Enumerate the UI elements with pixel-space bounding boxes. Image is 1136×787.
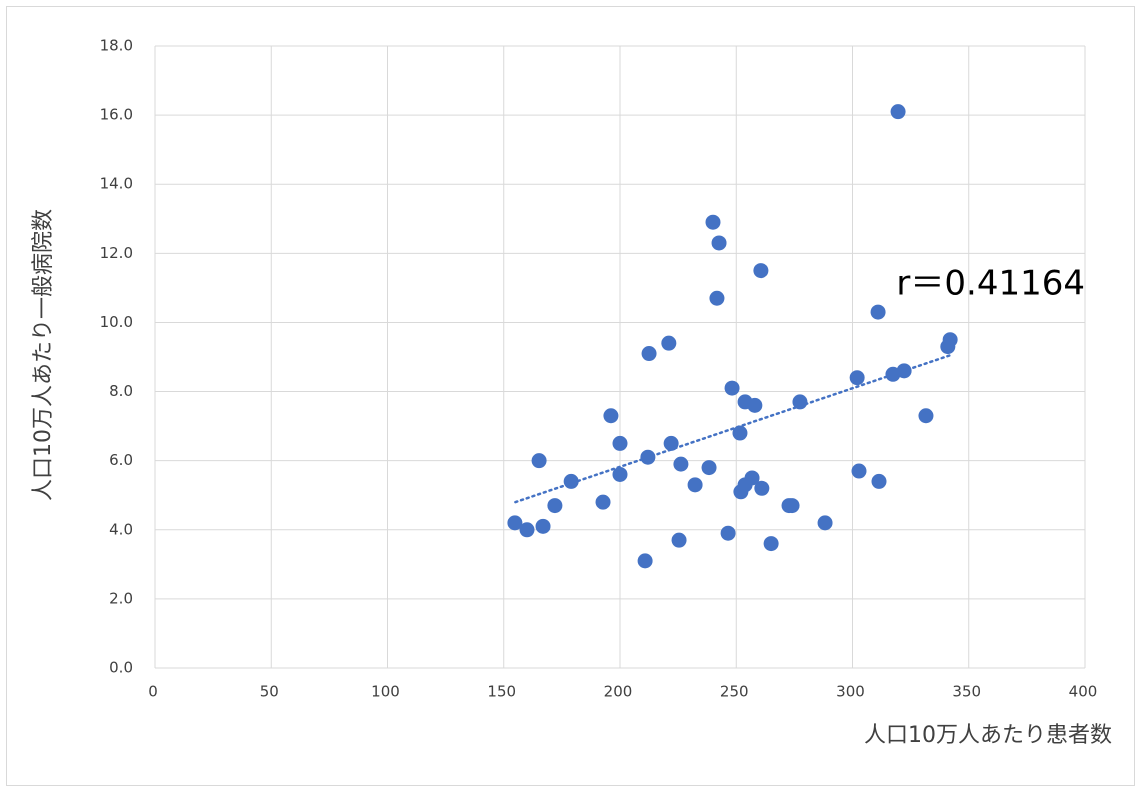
point (673, 456, 689, 472)
annotation: r＝0.41164 (896, 264, 1085, 304)
y-tick-label: 4.0 (109, 520, 133, 538)
point (547, 498, 563, 514)
y-axis-label: 人口10万人あたり一般病院数 (31, 209, 56, 501)
trendline (514, 354, 952, 504)
point (701, 460, 717, 476)
point (535, 518, 551, 534)
point (663, 435, 679, 451)
x-tick-label: 400 (1069, 683, 1098, 701)
x-axis-label: 人口10万人あたり患者数 (864, 723, 1112, 748)
point (744, 470, 760, 486)
x-tick-label: 150 (487, 683, 516, 701)
point (754, 480, 770, 496)
x-tick-label: 50 (260, 683, 279, 701)
point (612, 435, 628, 451)
x-tick-label: 0 (148, 683, 158, 701)
point (918, 408, 934, 424)
y-tick-label: 14.0 (100, 175, 133, 193)
point (724, 380, 740, 396)
point (720, 525, 736, 541)
point (890, 104, 906, 120)
point (747, 397, 763, 413)
point (709, 290, 725, 306)
point (942, 332, 958, 348)
point (687, 477, 703, 493)
x-tick-label: 250 (720, 683, 749, 701)
y-tick-label: 8.0 (109, 382, 133, 400)
x-tick-label: 300 (836, 683, 865, 701)
y-tick-label: 10.0 (100, 313, 133, 331)
x-tick-label: 200 (604, 683, 633, 701)
point (671, 532, 687, 548)
y-tick-label: 2.0 (109, 589, 133, 607)
point (817, 515, 833, 531)
y-tick-label: 16.0 (100, 106, 133, 124)
point (849, 370, 865, 386)
point (705, 214, 721, 230)
point (612, 466, 628, 482)
point (792, 394, 808, 410)
point (896, 363, 912, 379)
point (640, 449, 656, 465)
point (641, 346, 657, 362)
point (784, 498, 800, 514)
point (563, 473, 579, 489)
point (595, 494, 611, 510)
y-tick-label: 12.0 (100, 244, 133, 262)
point (732, 425, 748, 441)
point (871, 473, 887, 489)
point (519, 522, 535, 538)
x-tick-label: 100 (371, 683, 400, 701)
point (507, 515, 523, 531)
x-tick-label: 350 (952, 683, 981, 701)
point (753, 263, 769, 279)
point (711, 235, 727, 251)
point (661, 335, 677, 351)
point (851, 463, 867, 479)
y-tick-label: 0.0 (109, 659, 133, 677)
y-tick-label: 6.0 (109, 451, 133, 469)
y-tick-label: 18.0 (100, 37, 133, 55)
point (603, 408, 619, 424)
point (637, 553, 653, 569)
point (763, 536, 779, 552)
point (870, 304, 886, 320)
point (531, 453, 547, 469)
chart-border (6, 6, 1135, 786)
